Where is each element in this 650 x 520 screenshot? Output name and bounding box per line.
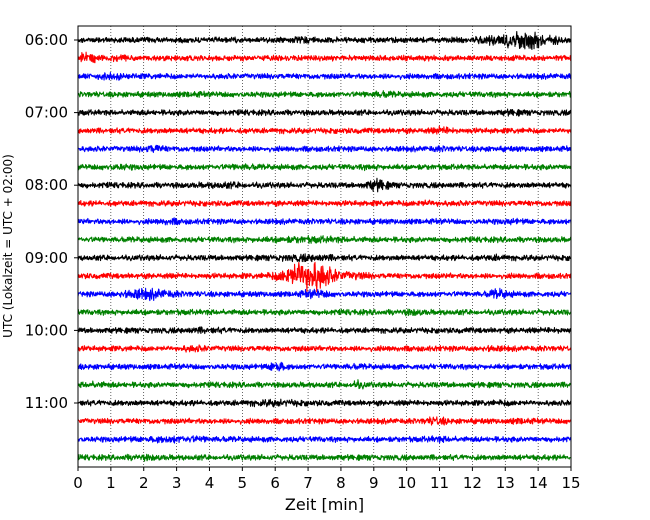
- trace-0900: [77, 253, 572, 263]
- trace-1045: [77, 379, 572, 390]
- x-tick-label-8: 8: [336, 474, 346, 492]
- trace-layer: [77, 30, 572, 462]
- x-tick-label-15: 15: [561, 474, 580, 492]
- x-tick-label-12: 12: [463, 474, 482, 492]
- trace-0915: [77, 261, 572, 293]
- trace-0845: [77, 235, 572, 244]
- y-tick-label-10:00: 10:00: [25, 321, 68, 339]
- x-tick-label-7: 7: [303, 474, 313, 492]
- x-tick-label-1: 1: [106, 474, 116, 492]
- x-tick-label-3: 3: [172, 474, 182, 492]
- trace-0745: [77, 163, 572, 172]
- x-tick-label-9: 9: [369, 474, 379, 492]
- trace-0830: [77, 217, 572, 226]
- trace-0730: [77, 144, 572, 153]
- trace-0715: [77, 125, 572, 135]
- trace-0945: [77, 308, 572, 317]
- trace-1130: [77, 435, 572, 444]
- x-tick-label-2: 2: [139, 474, 149, 492]
- x-tick-label-10: 10: [397, 474, 416, 492]
- trace-0630: [77, 71, 572, 81]
- x-tick-label-0: 0: [73, 474, 83, 492]
- trace-0615: [77, 51, 572, 64]
- trace-1000: [77, 326, 572, 335]
- trace-0600: [77, 30, 572, 50]
- trace-1030: [77, 361, 572, 372]
- x-tick-label-14: 14: [529, 474, 548, 492]
- trace-1015: [77, 344, 572, 353]
- y-tick-label-07:00: 07:00: [25, 104, 68, 122]
- plot-frame: [77, 25, 572, 468]
- trace-0645: [77, 90, 572, 99]
- x-tick-label-6: 6: [270, 474, 280, 492]
- y-tick-label-11:00: 11:00: [25, 394, 68, 412]
- trace-1100: [77, 398, 572, 408]
- y-tick-label-09:00: 09:00: [25, 249, 68, 267]
- trace-0800: [77, 177, 572, 193]
- trace-0930: [77, 287, 572, 302]
- x-tick-label-13: 13: [496, 474, 515, 492]
- trace-0815: [77, 199, 572, 207]
- trace-0700: [77, 108, 572, 117]
- x-axis: 0 1 2 3 4 5 6 7 8 9 10 11 12 13 14 15: [73, 467, 581, 492]
- y-tick-label-06:00: 06:00: [25, 31, 68, 49]
- x-axis-label: Zeit [min]: [285, 495, 364, 514]
- x-tick-label-5: 5: [238, 474, 248, 492]
- y-axis: 06:00 07:00 08:00 09:00 10:00 11:00: [25, 31, 78, 412]
- trace-1145: [77, 453, 572, 462]
- y-tick-label-08:00: 08:00: [25, 176, 68, 194]
- trace-1115: [77, 416, 572, 426]
- x-tick-label-11: 11: [430, 474, 449, 492]
- y-axis-label: UTC (Lokalzeit = UTC + 02:00): [1, 154, 15, 338]
- x-tick-label-4: 4: [205, 474, 215, 492]
